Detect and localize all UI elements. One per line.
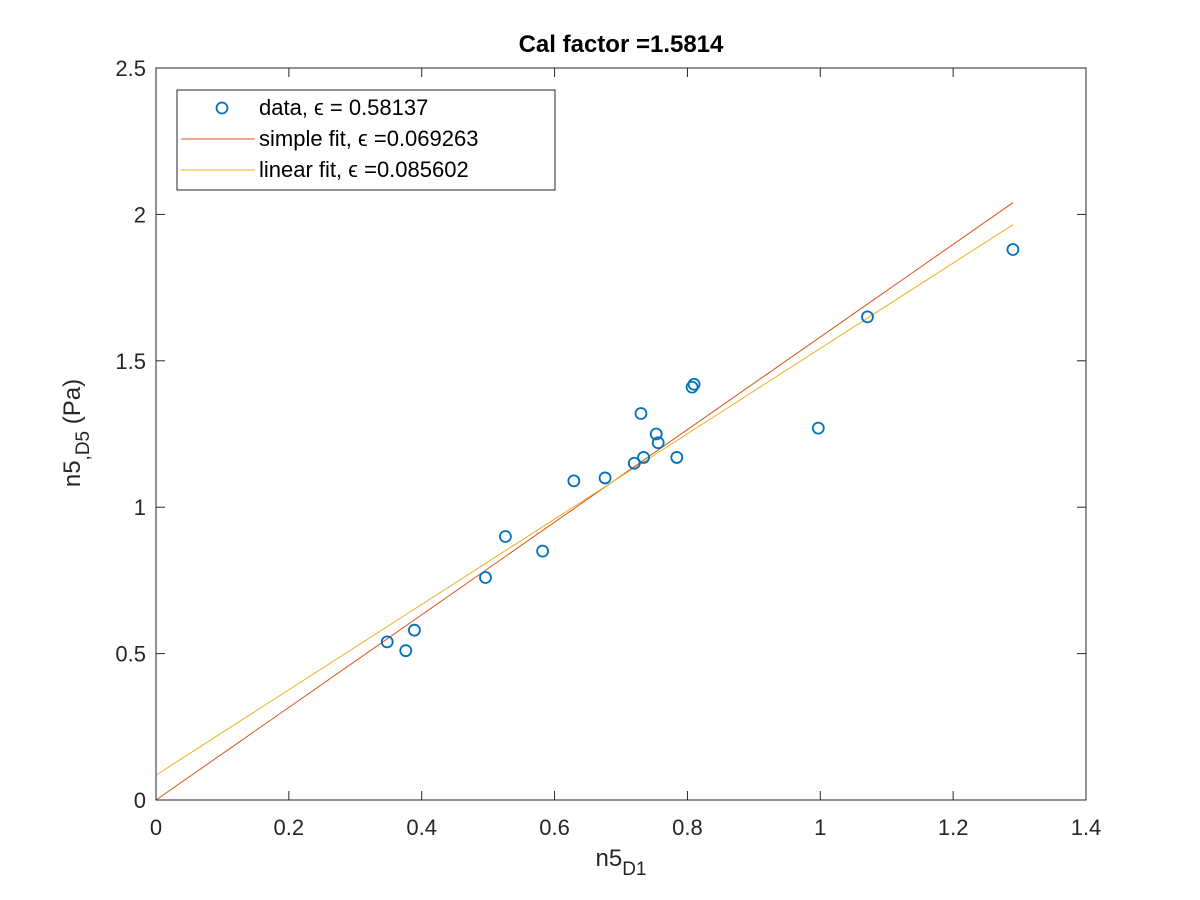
data-point — [685, 380, 699, 394]
y-axis-label-suffix: (Pa) — [59, 379, 86, 431]
y-tick-label: 1 — [134, 495, 146, 520]
legend-marker-data — [215, 101, 229, 115]
chart-title: Cal factor =1.5814 — [519, 31, 724, 58]
x-tick-label: 1 — [814, 815, 826, 840]
legend-box — [176, 89, 556, 191]
legend: data, ϵ = 0.58137 simple fit, ϵ =0.06926… — [176, 89, 556, 191]
y-tick-label: 2 — [134, 202, 146, 227]
x-tick-label: 0 — [150, 815, 162, 840]
y-tick-label: 1.5 — [115, 349, 146, 374]
data-point — [536, 544, 550, 558]
data-point — [861, 310, 874, 324]
y-axis-label: n5,D5 (Pa) — [59, 379, 94, 487]
x-tick-label: 0.4 — [406, 815, 437, 840]
data-point — [567, 474, 581, 488]
data-point — [479, 571, 492, 584]
legend-label-linear-fit: linear fit, ϵ =0.085602 — [259, 157, 469, 182]
data-point — [1006, 243, 1020, 256]
y-axis-label-sub: ,D5 — [73, 431, 94, 461]
y-tick-label: 0.5 — [115, 642, 146, 667]
data-point — [637, 451, 650, 464]
y-tick-labels: 0 0.5 1 1.5 2 2.5 — [115, 56, 146, 813]
plot-frame — [155, 67, 1087, 801]
x-axis-label: n5D1 — [596, 845, 647, 880]
data-point — [651, 436, 665, 450]
x-tick-label: 1.4 — [1071, 815, 1102, 840]
x-tick-label: 0.6 — [539, 815, 570, 840]
data-point — [670, 451, 684, 464]
data-point — [649, 427, 663, 441]
simple-fit-line — [155, 202, 1014, 801]
x-tick-label: 0.2 — [274, 815, 305, 840]
data-point — [380, 635, 394, 649]
data-point — [634, 407, 648, 420]
x-tick-labels: 0 0.2 0.4 0.6 0.8 1 1.2 1.4 — [150, 815, 1101, 840]
y-tick-label: 2.5 — [115, 56, 146, 81]
y-axis-label-main: n5 — [59, 460, 86, 487]
linear-fit-line — [155, 224, 1014, 776]
data-point — [687, 377, 701, 391]
fit-lines — [155, 202, 1014, 801]
data-point — [399, 644, 413, 658]
data-point — [627, 456, 641, 470]
data-point — [408, 623, 421, 637]
legend-label-data: data, ϵ = 0.58137 — [259, 95, 428, 120]
x-tick-label: 1.2 — [938, 815, 969, 840]
data-points — [380, 243, 1020, 658]
data-point — [811, 421, 825, 435]
legend-label-simple-fit: simple fit, ϵ =0.069263 — [259, 126, 478, 151]
data-point — [499, 530, 512, 543]
x-axis-label-main: n5 — [596, 845, 623, 872]
x-axis-label-sub: D1 — [622, 859, 646, 880]
x-tick-label: 0.8 — [672, 815, 703, 840]
y-tick-label: 0 — [134, 788, 146, 813]
data-point — [598, 471, 612, 485]
